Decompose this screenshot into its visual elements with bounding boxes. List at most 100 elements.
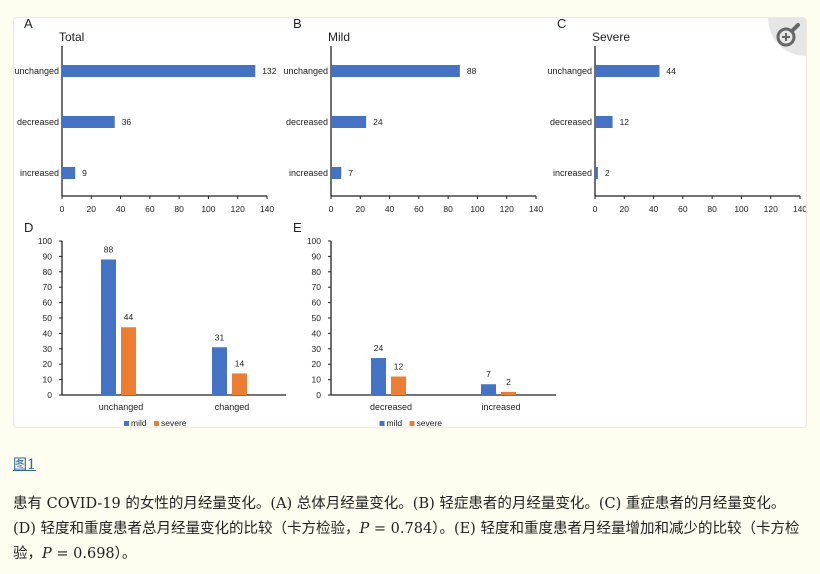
category-label: increased — [553, 168, 592, 178]
data-label: 44 — [666, 66, 676, 76]
bar-mild — [101, 259, 116, 395]
category-label: unchanged — [547, 66, 592, 76]
legend-label: mild — [387, 418, 403, 428]
bar-severe — [501, 391, 516, 395]
bar — [595, 65, 660, 77]
category-label: increased — [289, 168, 328, 178]
data-label: 2 — [605, 168, 610, 178]
data-label: 44 — [124, 312, 134, 322]
data-label: 88 — [467, 66, 477, 76]
x-tick-label: 80 — [174, 204, 184, 214]
x-tick-label: 20 — [87, 204, 97, 214]
bar-severe — [391, 376, 406, 395]
y-tick-label: 30 — [43, 344, 53, 354]
x-tick-label: 40 — [116, 204, 126, 214]
y-tick-label: 70 — [312, 282, 322, 292]
legend-swatch-mild — [379, 421, 385, 426]
caption-text: 患有 COVID-19 的女性的月经量变化。(A) 总体月经量变化。(B) 轻症… — [13, 496, 786, 537]
y-tick-label: 80 — [312, 267, 322, 277]
y-tick-label: 70 — [43, 282, 53, 292]
y-tick-label: 90 — [43, 251, 53, 261]
y-tick-label: 60 — [43, 298, 53, 308]
x-tick-label: 100 — [470, 204, 484, 214]
bar-mild — [371, 358, 386, 395]
x-tick-label: 100 — [201, 204, 215, 214]
chart-title: Mild — [328, 30, 350, 44]
bar — [595, 116, 613, 128]
chart-title: Total — [59, 30, 84, 44]
data-label: 9 — [82, 168, 87, 178]
x-tick-label: 0 — [329, 204, 334, 214]
x-tick-label: 40 — [385, 204, 395, 214]
x-tick-label: 140 — [529, 204, 543, 214]
y-tick-label: 20 — [312, 359, 322, 369]
y-tick-label: 60 — [312, 298, 322, 308]
bar-mild — [481, 384, 496, 395]
caption-text: = 0.698）。 — [51, 546, 137, 562]
bar-mild — [212, 347, 227, 395]
figure-caption: 患有 COVID-19 的女性的月经量变化。(A) 总体月经量变化。(B) 轻症… — [13, 492, 808, 567]
legend-swatch-mild — [124, 421, 129, 426]
x-tick-label: 80 — [443, 204, 453, 214]
data-label: 132 — [262, 66, 276, 76]
legend-swatch-severe — [154, 421, 159, 426]
panel-label: E — [293, 220, 302, 235]
category-label: unchanged — [283, 66, 328, 76]
x-tick-label: 0 — [60, 204, 65, 214]
caption-p-symbol: P — [42, 546, 52, 562]
bar-severe — [232, 373, 247, 395]
y-tick-label: 100 — [38, 236, 52, 246]
data-label: 88 — [104, 244, 114, 254]
legend-label: severe — [161, 418, 187, 428]
caption-text: = 0.784）。(E) 轻度和重度患者月经量增加和减少的比较（卡方检验， — [13, 521, 800, 562]
y-tick-label: 40 — [43, 328, 53, 338]
data-label: 7 — [348, 168, 353, 178]
x-tick-label: 20 — [620, 204, 630, 214]
category-label: unchanged — [99, 402, 144, 412]
category-label: changed — [215, 402, 250, 412]
y-tick-label: 0 — [47, 390, 52, 400]
bar — [62, 167, 76, 179]
category-label: decreased — [17, 117, 59, 127]
category-label: decreased — [286, 117, 328, 127]
category-label: unchanged — [14, 66, 59, 76]
x-tick-label: 120 — [500, 204, 514, 214]
zoom-in-magnifier-icon — [776, 23, 800, 47]
category-label: decreased — [370, 402, 412, 412]
bar — [595, 167, 598, 179]
bar — [62, 65, 256, 77]
x-tick-label: 60 — [414, 204, 424, 214]
x-tick-label: 80 — [707, 204, 717, 214]
panel-label: D — [24, 220, 33, 235]
y-tick-label: 10 — [43, 375, 53, 385]
data-label: 14 — [235, 358, 245, 368]
bar — [331, 65, 460, 77]
legend-label: severe — [417, 418, 443, 428]
figure-link[interactable]: 图1 — [13, 457, 36, 473]
x-tick-label: 0 — [593, 204, 598, 214]
y-tick-label: 0 — [316, 390, 321, 400]
caption-p-symbol: P — [359, 521, 370, 537]
data-label: 12 — [394, 362, 404, 372]
data-label: 7 — [486, 369, 491, 379]
data-label: 36 — [122, 117, 132, 127]
panel-label: A — [24, 18, 33, 31]
data-label: 24 — [374, 343, 384, 353]
category-label: increased — [481, 402, 520, 412]
y-tick-label: 100 — [307, 236, 321, 246]
x-tick-label: 100 — [734, 204, 748, 214]
legend-label: mild — [131, 418, 147, 428]
panel-label: C — [557, 18, 566, 31]
bar — [62, 116, 115, 128]
x-tick-label: 140 — [260, 204, 274, 214]
x-tick-label: 140 — [793, 204, 807, 214]
panel-label: B — [293, 18, 302, 31]
data-label: 24 — [373, 117, 383, 127]
bar — [331, 167, 342, 179]
y-tick-label: 20 — [43, 359, 53, 369]
data-label: 2 — [506, 377, 511, 387]
data-label: 12 — [620, 117, 630, 127]
x-tick-label: 60 — [678, 204, 688, 214]
y-tick-label: 30 — [312, 344, 322, 354]
